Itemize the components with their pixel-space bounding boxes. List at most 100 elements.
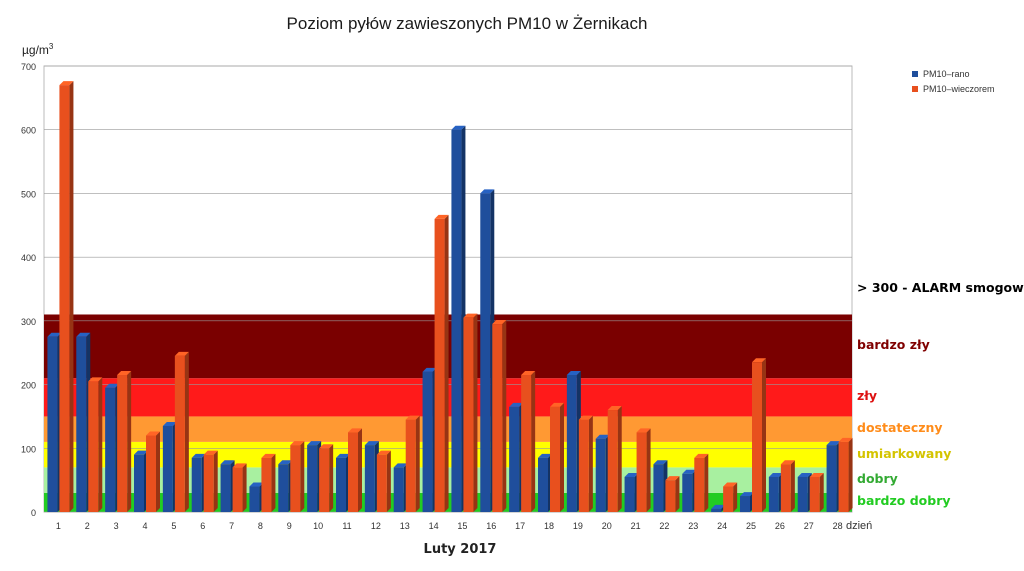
bar-top	[220, 460, 235, 465]
bar-top	[434, 214, 449, 219]
bar-top	[797, 472, 812, 477]
bar-top	[566, 371, 581, 376]
bar-top	[768, 472, 783, 477]
bar-wieczorem-19	[578, 419, 589, 512]
legend: PM10–rano PM10–wieczorem	[912, 66, 995, 96]
bar-rano-11	[336, 457, 346, 512]
bar-rano-27	[797, 476, 808, 512]
bar-side	[819, 472, 824, 512]
y-tick-label: 300	[21, 317, 36, 327]
x-axis-unit: dzień	[846, 520, 872, 532]
bar-wieczorem-22	[665, 480, 676, 512]
bar-top	[336, 453, 350, 458]
bar-top	[261, 453, 276, 458]
bar-top	[480, 189, 495, 194]
zone-label-3: dostateczny	[857, 420, 943, 436]
bar-top	[278, 460, 293, 465]
x-tick-label: 26	[775, 521, 785, 531]
x-tick-label: 6	[200, 521, 205, 531]
bar-top	[307, 441, 322, 446]
bar-side	[560, 402, 564, 512]
bar-wieczorem-26	[780, 464, 791, 512]
bar-top	[88, 377, 103, 382]
bar-rano-5	[162, 425, 173, 512]
bar-wieczorem-4	[146, 435, 156, 512]
bar-top	[59, 81, 74, 86]
bar-side	[242, 463, 247, 512]
y-axis-unit-base: µg/m	[22, 43, 49, 57]
x-tick-label: 17	[515, 521, 525, 531]
bar-wieczorem-24	[723, 486, 734, 512]
x-tick-label: 5	[171, 521, 176, 531]
bar-top	[232, 463, 247, 468]
zone-label-5: bardzo zły	[857, 337, 930, 353]
x-tick-label: 20	[602, 521, 612, 531]
bar-side	[646, 428, 651, 512]
bar-side	[675, 476, 680, 512]
x-tick-label: 23	[688, 521, 698, 531]
bar-side	[617, 406, 622, 512]
bar-rano-1	[47, 336, 58, 512]
bar-rano-12	[364, 445, 375, 512]
bar-top	[191, 453, 206, 458]
bar-rano-2	[76, 336, 87, 512]
y-tick-label: 100	[21, 444, 36, 454]
y-tick-label: 600	[21, 126, 36, 136]
bar-wieczorem-14	[434, 218, 445, 512]
x-tick-label: 28	[833, 521, 843, 531]
bar-top	[838, 437, 853, 442]
bar-top	[492, 320, 507, 325]
bar-rano-18	[538, 457, 548, 512]
x-axis-caption: Luty 2017	[423, 542, 497, 557]
x-tick-label: 13	[400, 521, 410, 531]
bar-wieczorem-6	[203, 454, 214, 512]
zone-label-4: zły	[857, 388, 878, 404]
bar-top	[780, 460, 795, 465]
legend-label-rano: PM10–rano	[923, 68, 970, 79]
bar-top	[723, 482, 738, 487]
bar-side	[444, 214, 449, 512]
bar-rano-6	[191, 457, 202, 512]
x-tick-label: 15	[457, 521, 467, 531]
x-tick-label: 11	[342, 521, 351, 531]
bar-top	[174, 351, 189, 356]
bar-top	[203, 450, 218, 455]
bar-top	[76, 332, 91, 337]
bar-wieczorem-12	[376, 454, 387, 512]
bar-top	[595, 434, 610, 439]
bar-wieczorem-23	[694, 457, 705, 512]
bar-wieczorem-7	[232, 467, 243, 512]
bar-top	[636, 428, 651, 433]
bar-rano-19	[566, 375, 577, 512]
x-tick-label: 1	[56, 521, 61, 531]
legend-swatch-wieczorem	[912, 85, 918, 92]
x-tick-label: 16	[486, 521, 496, 531]
bar-top	[538, 453, 552, 458]
bar-wieczorem-15	[463, 317, 474, 512]
bar-top	[711, 504, 726, 509]
bar-top	[578, 415, 593, 420]
bar-rano-10	[307, 445, 318, 512]
bar-top	[509, 402, 524, 407]
bar-top	[393, 463, 408, 468]
bar-wieczorem-1	[59, 85, 70, 512]
chart-title: Poziom pyłów zawieszonych PM10 w Żernika…	[286, 14, 648, 33]
bar-rano-17	[509, 406, 520, 512]
bar-rano-3	[105, 387, 116, 512]
x-tick-label: 10	[313, 521, 323, 531]
bar-top	[47, 332, 62, 337]
x-tick-label: 7	[229, 521, 234, 531]
bar-side	[358, 428, 362, 512]
bar-side	[415, 415, 420, 512]
bar-rano-23	[682, 473, 693, 512]
bar-side	[848, 437, 853, 512]
bar-side	[386, 450, 391, 512]
bar-rano-24	[711, 508, 722, 512]
x-tick-label: 21	[631, 521, 641, 531]
bar-top	[319, 444, 334, 449]
legend-item-wieczorem: PM10–wieczorem	[912, 81, 995, 96]
bar-rano-16	[480, 193, 491, 512]
x-tick-label: 19	[573, 521, 583, 531]
bar-top	[290, 441, 305, 446]
